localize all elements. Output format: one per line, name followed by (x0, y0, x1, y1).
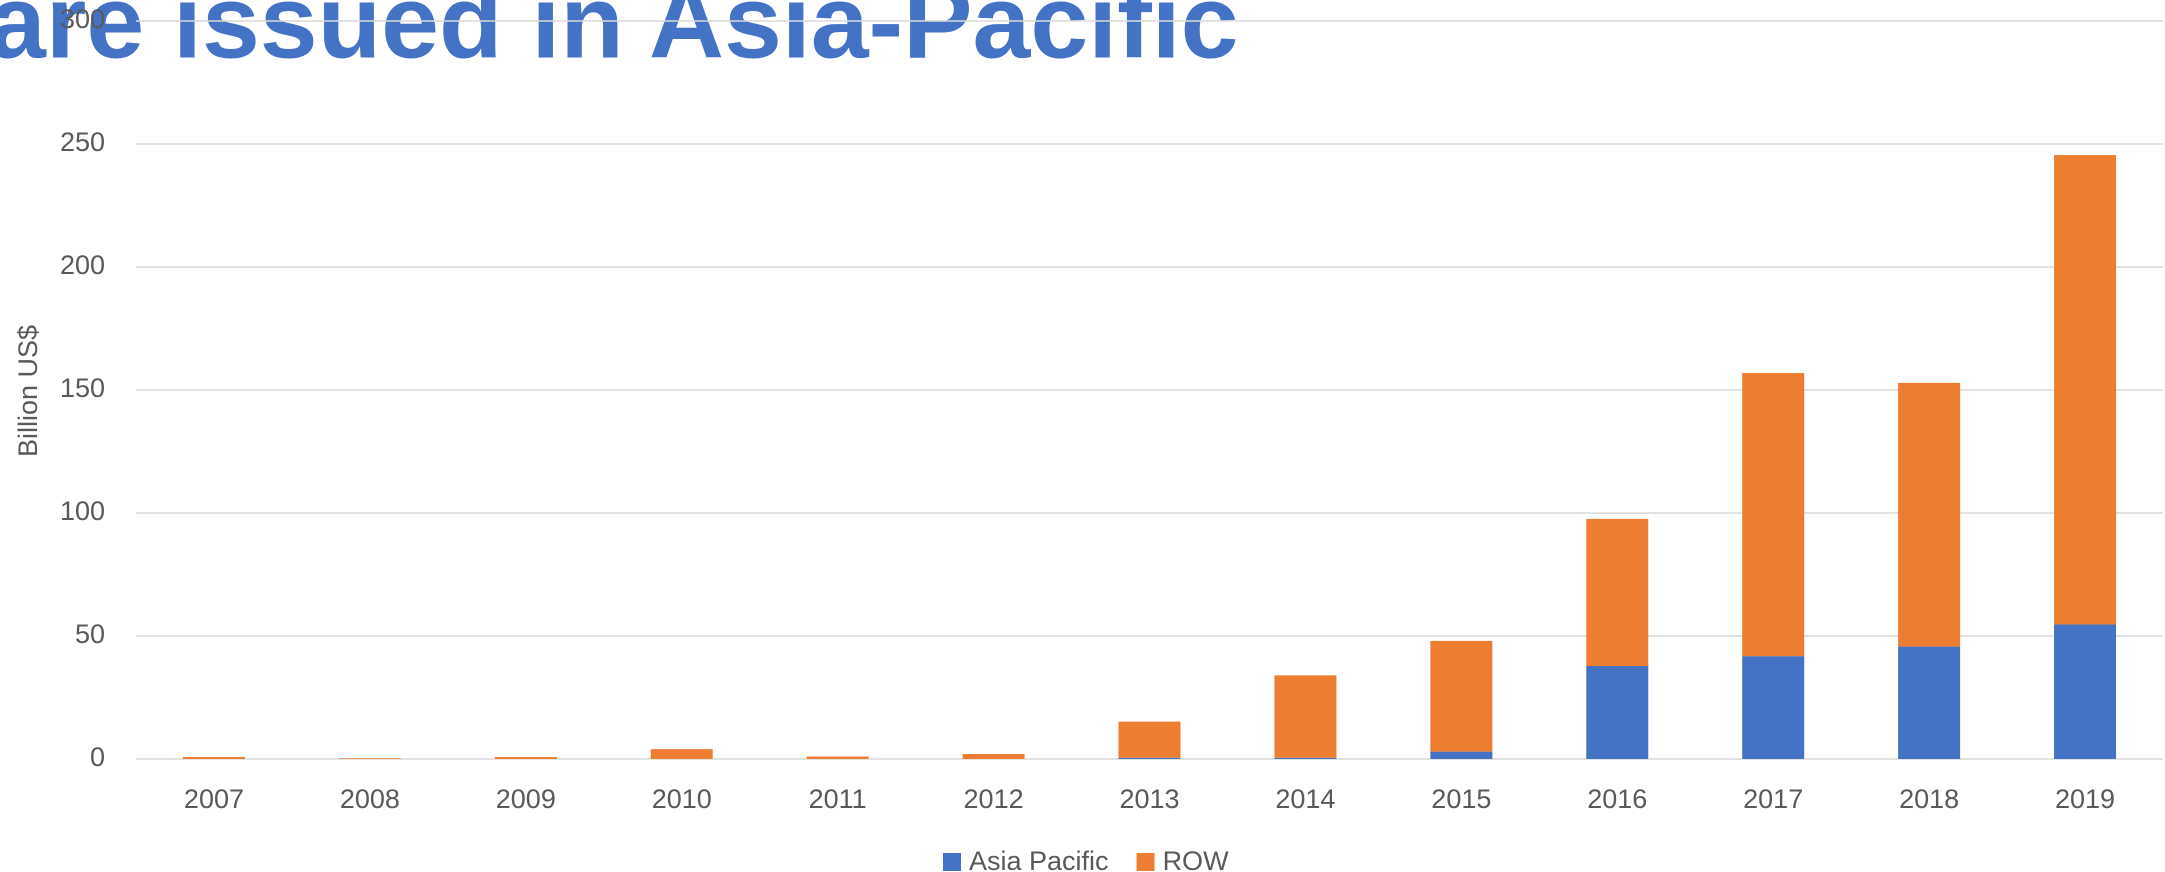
bar-segment (2054, 155, 2117, 625)
x-tick-label: 2019 (2055, 784, 2115, 814)
bar-segment (1118, 757, 1181, 759)
x-tick-label: 2017 (1743, 784, 1803, 814)
bar-segment (1898, 646, 1961, 759)
x-tick-label: 2018 (1899, 784, 1959, 814)
bar-segment (1430, 751, 1493, 759)
y-tick-label: 250 (60, 127, 105, 157)
bar-segment (1898, 382, 1961, 647)
legend-label: Asia Pacific (969, 846, 1109, 872)
x-tick-label: 2013 (1119, 784, 1179, 814)
x-tick-label: 2009 (496, 784, 556, 814)
x-tick-label: 2015 (1431, 784, 1491, 814)
bar-segment (806, 756, 869, 759)
bar-segment (338, 758, 401, 759)
bar-segment (182, 757, 245, 759)
y-tick-label: 200 (60, 250, 105, 280)
y-axis-label: Billion US$ (13, 325, 43, 457)
bar-segment (1274, 757, 1337, 759)
bar-segment (2054, 624, 2117, 759)
x-tick-label: 2011 (809, 784, 867, 814)
legend-label: ROW (1163, 846, 1230, 872)
x-tick-label: 2012 (964, 784, 1024, 814)
bar-segment (1430, 640, 1493, 752)
legend-swatch (1136, 853, 1155, 871)
x-tick-label: 2016 (1587, 784, 1647, 814)
y-tick-label: 0 (90, 742, 105, 772)
bar-segment (962, 754, 1025, 759)
bar-segment (650, 749, 713, 759)
bar-segment (1586, 666, 1649, 759)
bar-segment (1274, 675, 1337, 758)
y-tick-label: 50 (75, 619, 105, 649)
bar-segment (494, 757, 557, 759)
x-tick-label: 2010 (652, 784, 712, 814)
legend-swatch (943, 853, 961, 871)
chart-title: are issued in Asia-Pacific (0, 0, 1239, 80)
x-tick-label: 2007 (184, 784, 244, 814)
bar-segment (1742, 373, 1805, 657)
y-tick-label: 300 (60, 4, 105, 34)
bar-segment (1586, 518, 1649, 667)
bar-segment (1118, 721, 1181, 758)
x-tick-label: 2014 (1275, 784, 1335, 814)
y-tick-label: 100 (60, 496, 105, 526)
x-tick-label: 2008 (340, 784, 400, 814)
bar-segment (1742, 656, 1805, 759)
y-tick-label: 150 (60, 373, 105, 403)
